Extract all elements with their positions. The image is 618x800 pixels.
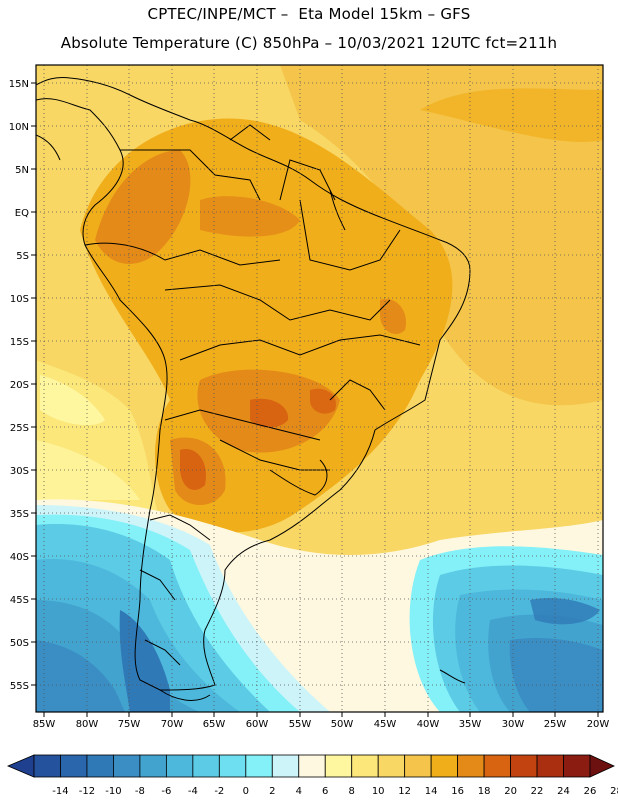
colorbar-label: 24 <box>557 786 570 797</box>
longitude-axis: 85W 80W 75W 70W 65W 60W 55W 50W 45W 40W 35W 30W 25W 2… <box>33 712 610 730</box>
colorbar-label: 12 <box>398 786 411 797</box>
lon-label: 20W <box>587 719 610 730</box>
lon-label: 40W <box>417 719 440 730</box>
colorbar-label: 26 <box>584 786 597 797</box>
colorbar-label: -10 <box>105 786 121 797</box>
colorbar-label: -12 <box>79 786 95 797</box>
colorbar-label: -6 <box>161 786 171 797</box>
colorbar-swatch <box>192 754 220 778</box>
colorbar-swatch <box>60 754 88 778</box>
colorbar-swatch <box>86 754 114 778</box>
colorbar-label: 2 <box>269 786 275 797</box>
lat-label: 30S <box>10 466 29 477</box>
lon-label: 55W <box>289 719 312 730</box>
colorbar-swatch <box>245 754 273 778</box>
colorbar-swatch <box>377 754 406 778</box>
colorbar-swatch <box>351 754 379 778</box>
temperature-field <box>36 65 603 712</box>
lon-label: 70W <box>161 719 184 730</box>
lon-label: 50W <box>331 719 354 730</box>
colorbar-label: 10 <box>372 786 385 797</box>
colorbar-swatch <box>218 754 247 778</box>
colorbar-min-arrow <box>6 754 35 778</box>
map-frame <box>35 64 604 713</box>
lon-label: 35W <box>459 719 482 730</box>
colorbar-label: -8 <box>135 786 145 797</box>
colorbar-swatch <box>563 754 591 778</box>
lon-label: 30W <box>502 719 525 730</box>
colorbar-swatch <box>165 754 194 778</box>
colorbar-label: 20 <box>504 786 517 797</box>
lat-label: 10N <box>9 122 29 133</box>
colorbar-swatch <box>430 754 459 778</box>
colorbar-label: 6 <box>322 786 328 797</box>
colorbar-label: 4 <box>296 786 302 797</box>
lat-label: 10S <box>10 294 29 305</box>
lon-label: 60W <box>246 719 269 730</box>
colorbar-swatch <box>510 754 538 778</box>
colorbar <box>6 754 615 778</box>
lat-label: 15N <box>9 79 29 90</box>
colorbar-swatch <box>271 754 300 778</box>
lon-label: 25W <box>544 719 567 730</box>
colorbar-label: 0 <box>243 786 249 797</box>
colorbar-label: -14 <box>52 786 68 797</box>
colorbar-label: 22 <box>531 786 544 797</box>
lon-label: 80W <box>76 719 99 730</box>
colorbar-swatch <box>536 754 564 778</box>
colorbar-swatch <box>404 754 432 778</box>
colorbar-swatch <box>33 754 61 778</box>
lon-label: 45W <box>374 719 397 730</box>
lat-label: 50S <box>10 638 29 649</box>
lat-label: 45S <box>10 595 29 606</box>
lon-label: 85W <box>33 719 56 730</box>
lon-label: 65W <box>203 719 226 730</box>
colorbar-swatch <box>298 754 326 778</box>
colorbar-label: 18 <box>478 786 491 797</box>
colorbar-swatch <box>139 754 167 778</box>
lat-label: EQ <box>15 208 29 219</box>
title-line-1: CPTEC/INPE/MCT – Eta Model 15km – GFS <box>147 5 471 23</box>
lat-label: 5N <box>15 165 29 176</box>
lat-label: 35S <box>10 509 29 520</box>
colorbar-label: 8 <box>349 786 355 797</box>
colorbar-label: -2 <box>214 786 224 797</box>
lat-label: 25S <box>10 423 29 434</box>
lat-label: 20S <box>10 380 29 391</box>
colorbar-labels: -14 -12 -10 -8 -6 -4 -2 0 2 4 6 8 10 12 14 16 18 20 22 24 26… <box>52 786 618 797</box>
colorbar-swatch <box>457 754 485 778</box>
latitude-axis: 15N 10N 5N EQ 5S 10S 15S 20S 25S 30S 35S 40S 45S 50S 5… <box>9 79 36 692</box>
colorbar-max-arrow <box>589 754 615 778</box>
lat-label: 5S <box>16 251 29 262</box>
colorbar-swatch <box>483 754 511 778</box>
colorbar-swatch <box>113 754 141 778</box>
lat-label: 40S <box>10 552 29 563</box>
lat-label: 55S <box>10 681 29 692</box>
colorbar-label: -4 <box>188 786 198 797</box>
colorbar-label: 16 <box>451 786 464 797</box>
colorbar-swatch <box>324 754 353 778</box>
colorbar-label: 14 <box>425 786 438 797</box>
lon-label: 75W <box>118 719 141 730</box>
title-line-2: Absolute Temperature (C) 850hPa – 10/03/… <box>60 34 558 52</box>
lat-label: 15S <box>10 337 29 348</box>
map-grid <box>36 65 603 712</box>
coastline-and-borders <box>36 77 471 701</box>
colorbar-label: 28 <box>610 786 618 797</box>
